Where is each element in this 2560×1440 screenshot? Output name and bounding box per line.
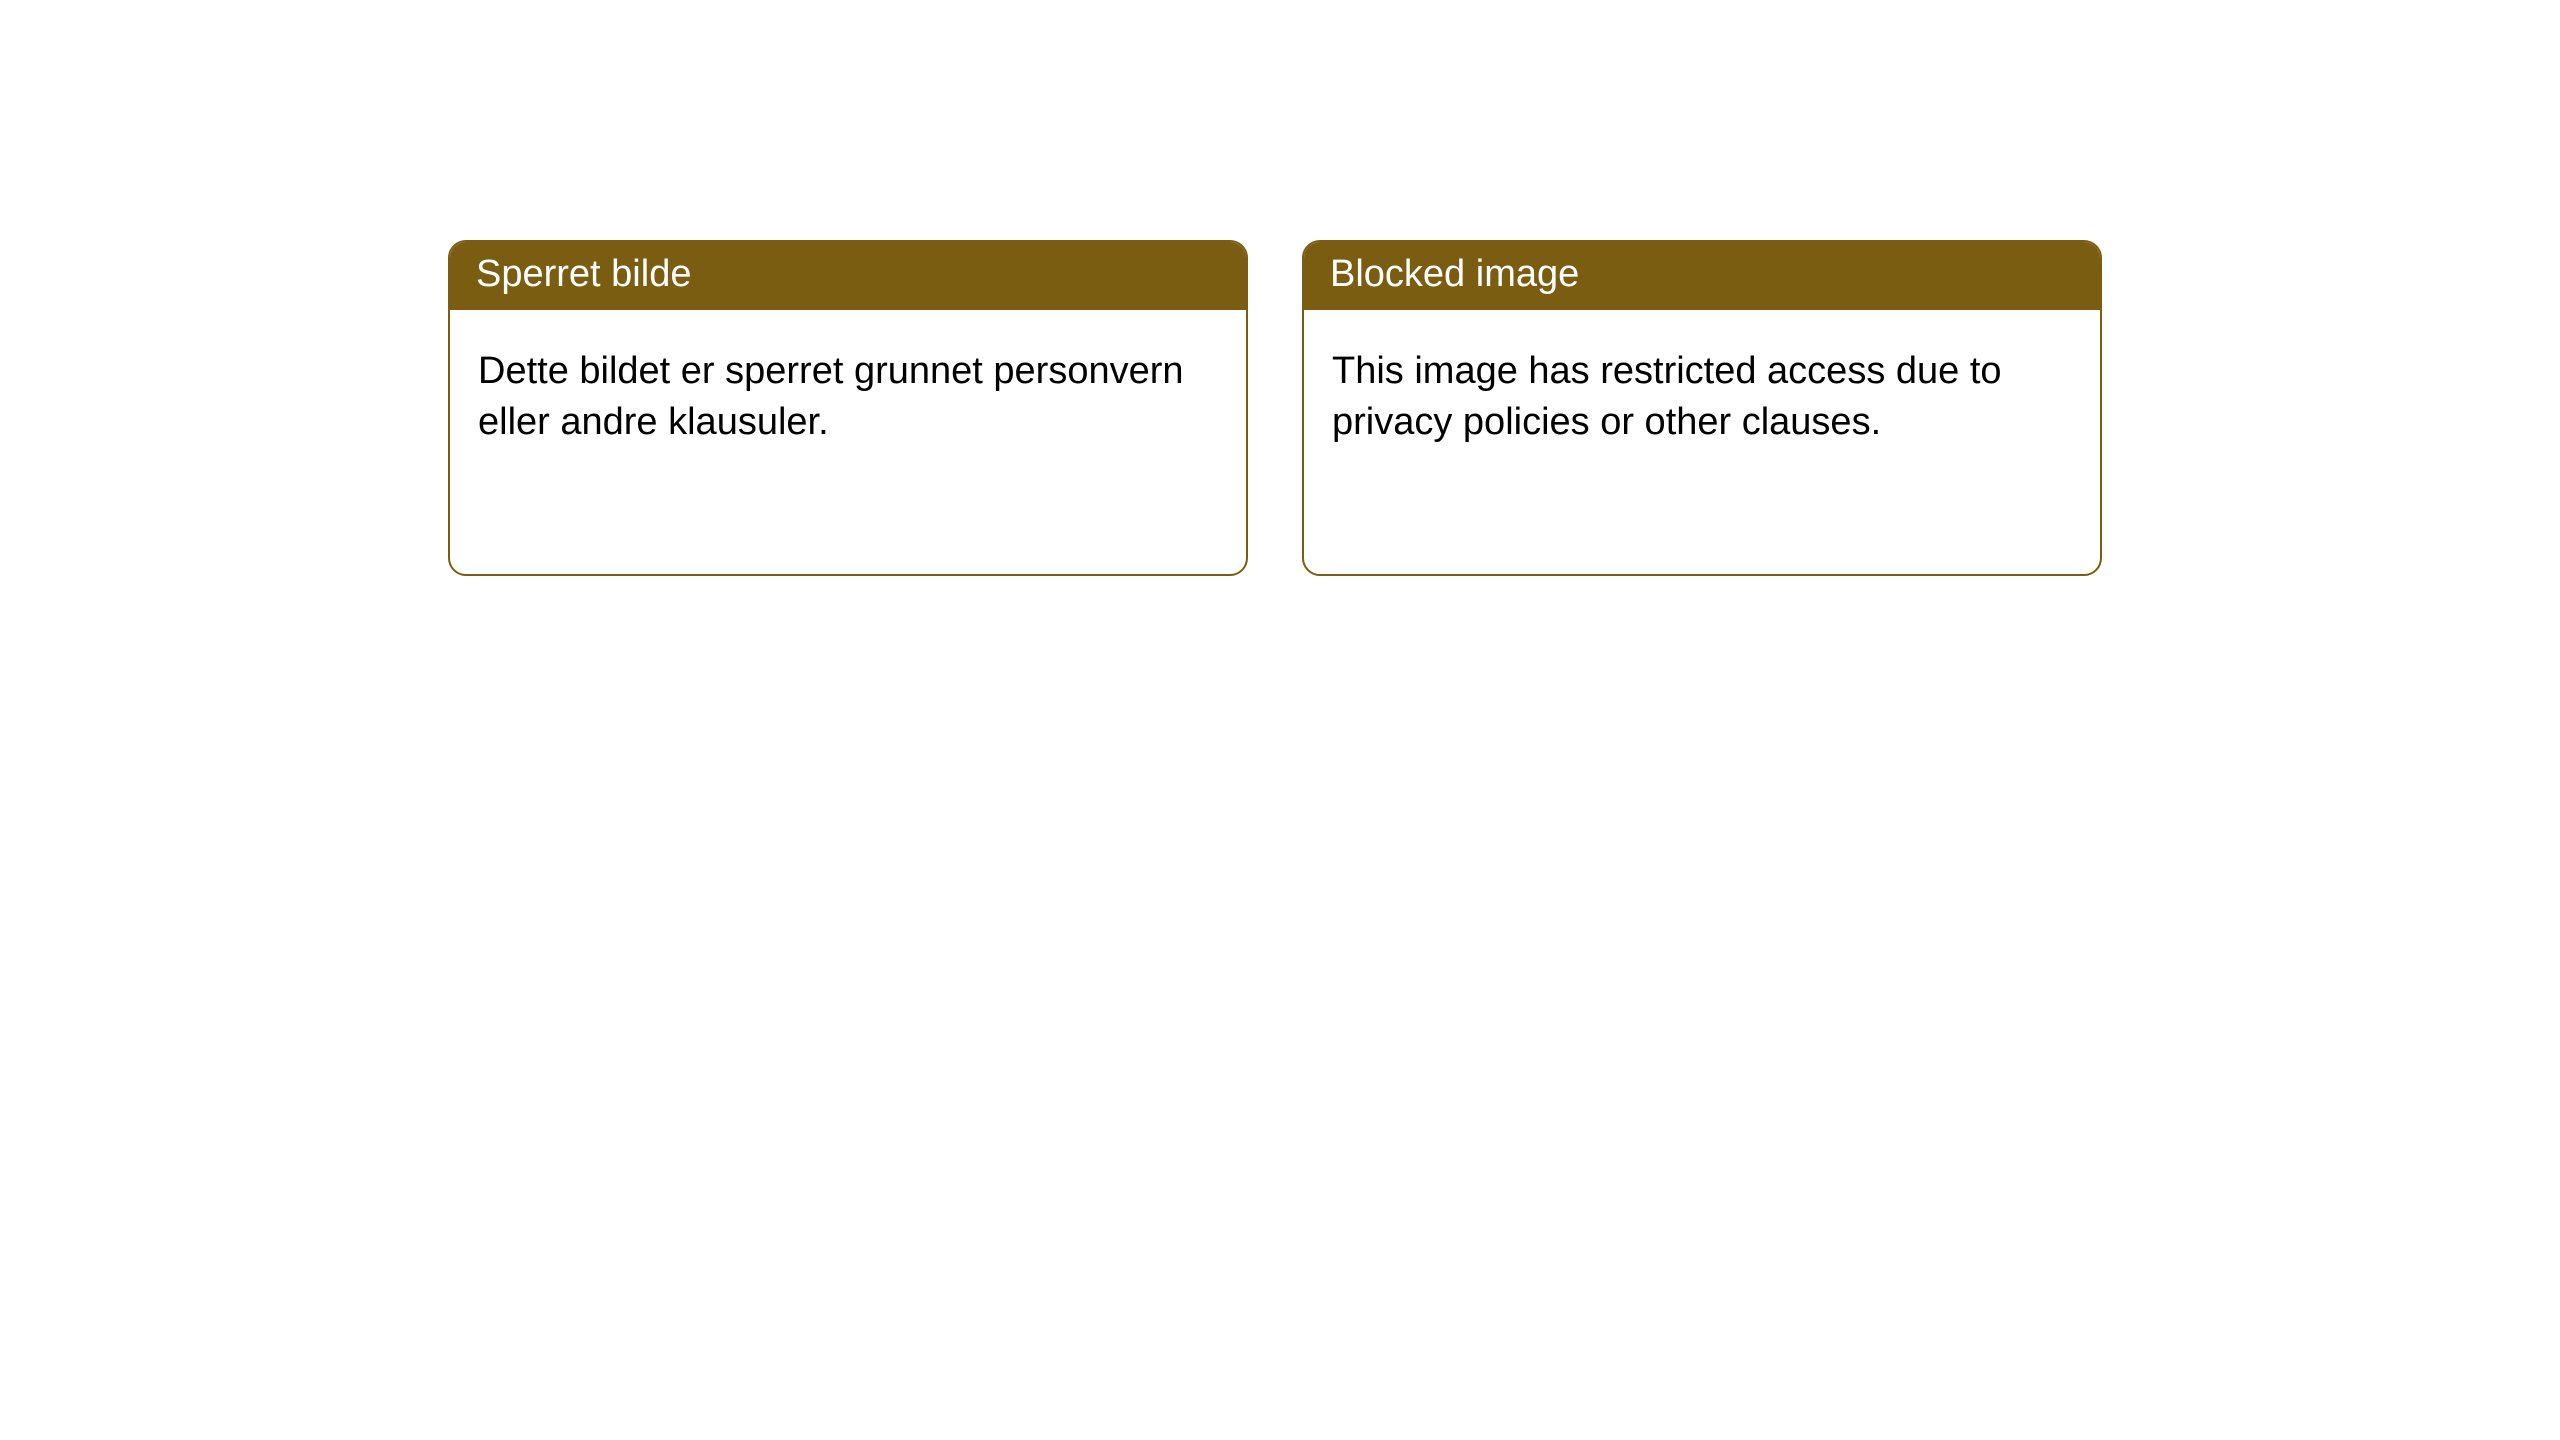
notice-body: Dette bildet er sperret grunnet personve… [450, 310, 1246, 485]
notice-header: Sperret bilde [450, 242, 1246, 310]
notice-body: This image has restricted access due to … [1304, 310, 2100, 485]
notice-box-norwegian: Sperret bilde Dette bildet er sperret gr… [448, 240, 1248, 576]
notice-header: Blocked image [1304, 242, 2100, 310]
notice-box-english: Blocked image This image has restricted … [1302, 240, 2102, 576]
notice-container: Sperret bilde Dette bildet er sperret gr… [0, 0, 2560, 576]
